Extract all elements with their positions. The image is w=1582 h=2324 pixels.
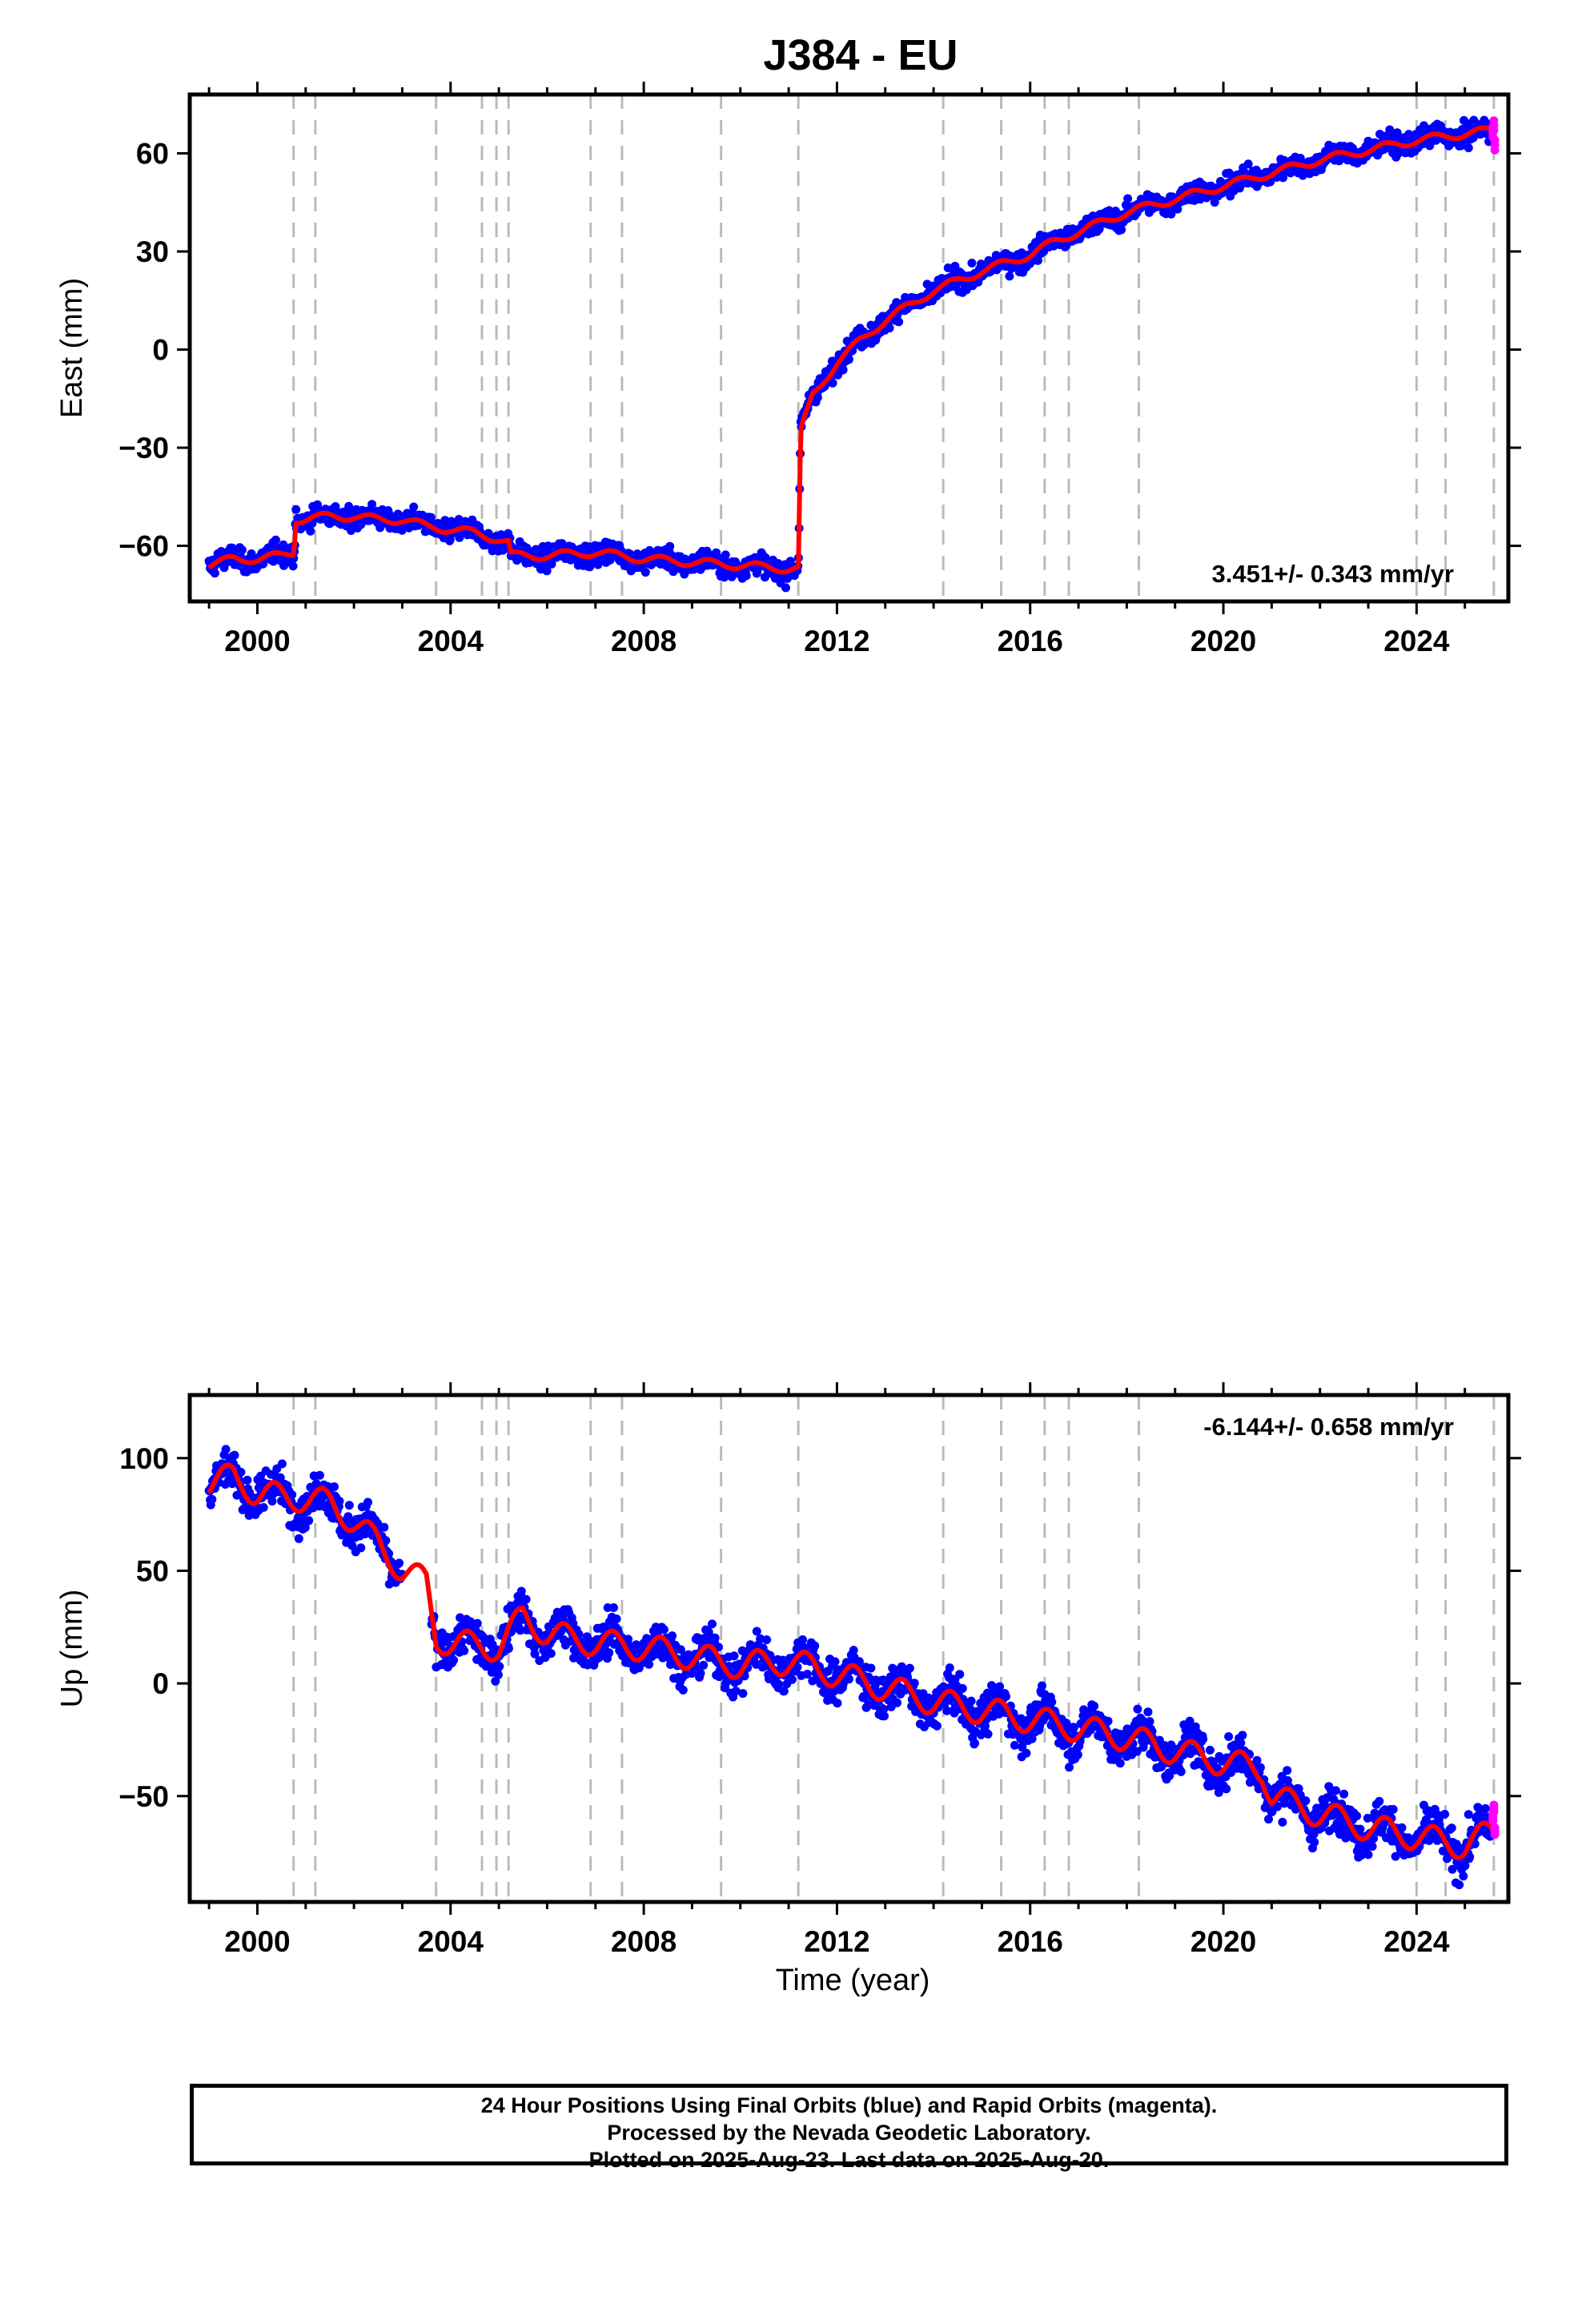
up-final-point xyxy=(363,1498,372,1507)
east-final-point xyxy=(445,535,455,545)
up-final-point xyxy=(335,1497,344,1506)
up-final-point xyxy=(356,1543,366,1553)
up-final-point xyxy=(330,1482,339,1491)
east-chart: 2000 2004 2008 2012 2016 2020 2024−60−3003060E… xyxy=(55,82,1521,657)
east-final-point xyxy=(210,569,219,578)
east-final-point xyxy=(306,526,315,536)
up-final-point xyxy=(344,1501,354,1510)
east-final-point xyxy=(547,559,556,569)
east-final-point xyxy=(331,502,340,511)
east-final-point xyxy=(542,566,552,576)
up-final-point xyxy=(304,1516,314,1526)
up-final-point xyxy=(379,1522,389,1532)
up-chart: 2000 2004 2008 2012 2016 2020 2024−50050100Up … xyxy=(55,1382,1521,1958)
east-final-point xyxy=(344,501,354,511)
up-final-point xyxy=(294,1534,303,1543)
up-plot-area xyxy=(204,1395,1500,1902)
east-final-point xyxy=(409,502,419,512)
up-final-point xyxy=(207,1494,217,1504)
east-final-point xyxy=(271,535,280,545)
up-final-point xyxy=(259,1502,268,1512)
east-final-point xyxy=(367,500,377,509)
up-final-point xyxy=(243,1475,252,1485)
up-final-point xyxy=(230,1450,239,1460)
panel-up: 2000 2004 2008 2012 2016 2020 2024 −50 0 50 100 Up … xyxy=(55,1382,1521,1958)
east-final-point xyxy=(291,505,301,514)
up-final-point xyxy=(221,1445,231,1454)
east-final-point xyxy=(288,561,298,571)
up-final-point xyxy=(395,1558,404,1568)
up-final-point xyxy=(315,1470,324,1480)
chart-title: J384 - EU xyxy=(763,31,958,79)
panel-east: 2000 2004 2008 2012 2016 2020 2024 −60 −30 0 30 60 E… xyxy=(0,0,1582,689)
east-final-point xyxy=(279,540,288,549)
up-final-point xyxy=(277,1459,287,1469)
east-final-point xyxy=(237,545,247,555)
east-plot-area xyxy=(204,94,1500,601)
